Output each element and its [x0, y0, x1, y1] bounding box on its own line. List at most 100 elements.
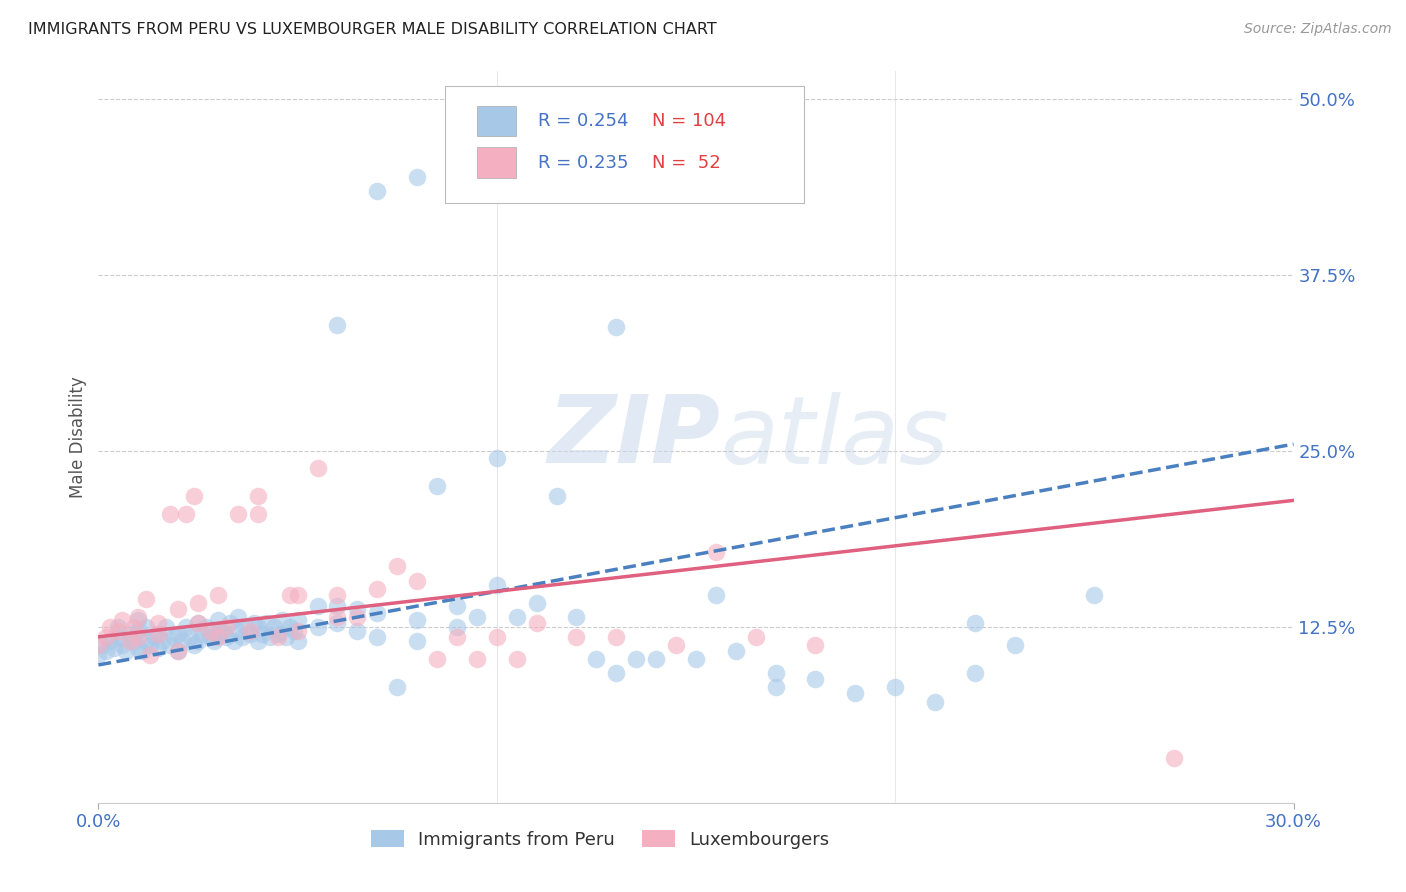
- Point: [148, 641, 170, 656]
- Point: [111, 613, 134, 627]
- Point: [263, 620, 285, 634]
- Point: [239, 624, 262, 639]
- Point: [215, 620, 238, 634]
- Legend: Immigrants from Peru, Luxembourgers: Immigrants from Peru, Luxembourgers: [364, 822, 837, 856]
- Point: [163, 630, 186, 644]
- Point: [187, 615, 209, 630]
- Point: [174, 620, 197, 634]
- Point: [1163, 751, 1185, 765]
- Point: [198, 630, 221, 644]
- Point: [135, 620, 157, 634]
- Point: [287, 613, 309, 627]
- Point: [254, 615, 277, 630]
- Point: [406, 634, 429, 648]
- Point: [665, 638, 688, 652]
- Point: [526, 615, 548, 630]
- Point: [307, 620, 329, 634]
- Point: [605, 666, 627, 681]
- Point: [724, 644, 747, 658]
- Point: [174, 508, 197, 522]
- Y-axis label: Male Disability: Male Disability: [69, 376, 87, 498]
- Point: [446, 620, 468, 634]
- Point: [246, 489, 269, 503]
- Point: [155, 620, 177, 634]
- Point: [274, 630, 297, 644]
- Point: [270, 613, 292, 627]
- Point: [211, 624, 233, 639]
- Point: [385, 559, 409, 574]
- Point: [963, 615, 986, 630]
- Point: [127, 630, 149, 644]
- Point: [124, 620, 146, 634]
- Point: [307, 599, 329, 613]
- Point: [231, 630, 253, 644]
- Point: [406, 574, 429, 588]
- Point: [326, 610, 349, 624]
- Point: [565, 610, 588, 624]
- Point: [366, 184, 388, 198]
- Point: [139, 648, 162, 662]
- Point: [246, 620, 269, 634]
- Text: N = 104: N = 104: [652, 112, 725, 130]
- Point: [704, 588, 727, 602]
- Text: Source: ZipAtlas.com: Source: ZipAtlas.com: [1244, 22, 1392, 37]
- Point: [150, 634, 173, 648]
- Point: [235, 620, 257, 634]
- Point: [565, 630, 588, 644]
- Point: [187, 596, 209, 610]
- FancyBboxPatch shape: [477, 147, 516, 178]
- Point: [87, 648, 110, 662]
- Text: N =  52: N = 52: [652, 153, 720, 172]
- Point: [426, 652, 449, 666]
- Point: [124, 634, 146, 648]
- Point: [259, 630, 281, 644]
- Point: [115, 644, 138, 658]
- Point: [446, 630, 468, 644]
- Point: [287, 634, 309, 648]
- Point: [131, 644, 153, 658]
- Point: [485, 451, 508, 466]
- Point: [465, 652, 488, 666]
- Point: [506, 610, 529, 624]
- Point: [346, 601, 368, 615]
- Point: [485, 578, 508, 592]
- Point: [172, 634, 194, 648]
- Point: [1083, 588, 1105, 602]
- Point: [96, 630, 118, 644]
- Point: [167, 644, 190, 658]
- Point: [366, 606, 388, 620]
- Point: [624, 652, 647, 666]
- Point: [605, 630, 627, 644]
- Point: [87, 638, 110, 652]
- Point: [148, 615, 170, 630]
- Point: [485, 630, 508, 644]
- Point: [346, 624, 368, 639]
- Point: [194, 620, 218, 634]
- Point: [187, 634, 209, 648]
- Point: [226, 624, 249, 639]
- Point: [366, 582, 388, 596]
- Point: [963, 666, 986, 681]
- Point: [924, 694, 946, 708]
- Point: [187, 615, 209, 630]
- Point: [219, 615, 242, 630]
- Point: [804, 638, 827, 652]
- Point: [283, 624, 305, 639]
- Point: [685, 652, 707, 666]
- Point: [159, 508, 181, 522]
- Point: [278, 588, 301, 602]
- Point: [250, 627, 273, 641]
- Point: [267, 627, 290, 641]
- Point: [446, 599, 468, 613]
- Text: atlas: atlas: [720, 392, 948, 483]
- Point: [704, 545, 727, 559]
- Text: ZIP: ZIP: [547, 391, 720, 483]
- Point: [804, 672, 827, 686]
- Point: [326, 588, 349, 602]
- Point: [91, 638, 114, 652]
- Point: [222, 634, 245, 648]
- Point: [267, 630, 290, 644]
- Point: [139, 638, 162, 652]
- Point: [127, 610, 149, 624]
- Point: [426, 479, 449, 493]
